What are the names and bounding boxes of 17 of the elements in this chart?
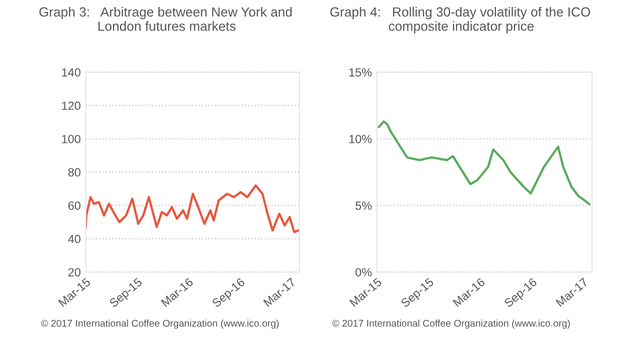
y-tick-label: 15% (349, 68, 372, 77)
y-tick-label: 80 (68, 168, 80, 177)
y-tick-label: 5% (356, 202, 372, 210)
y-tick-label: 20 (68, 268, 80, 276)
y-tick-label: 100 (62, 134, 80, 144)
text: © 2017 International Coffee Organization (www.ico.org) (41, 320, 279, 329)
y-tick-label: 120 (62, 102, 80, 110)
chart-title: Graph 4: Rolling 30-day volatility of the ICO composite indicator price (330, 6, 590, 34)
line-series (378, 120, 590, 206)
text: © 2017 International Coffee Organization (www.ico.org) (332, 320, 570, 329)
line-series (86, 184, 300, 234)
y-tick-label: 60 (68, 201, 80, 210)
y-tick-label: 40 (68, 234, 80, 244)
y-tick-label: 10% (349, 134, 372, 144)
y-tick-label: 140 (62, 68, 80, 77)
y-tick-label: 0% (355, 268, 372, 276)
chart-title: Graph 3: Arbitrage between New York and London futures markets (39, 6, 292, 31)
